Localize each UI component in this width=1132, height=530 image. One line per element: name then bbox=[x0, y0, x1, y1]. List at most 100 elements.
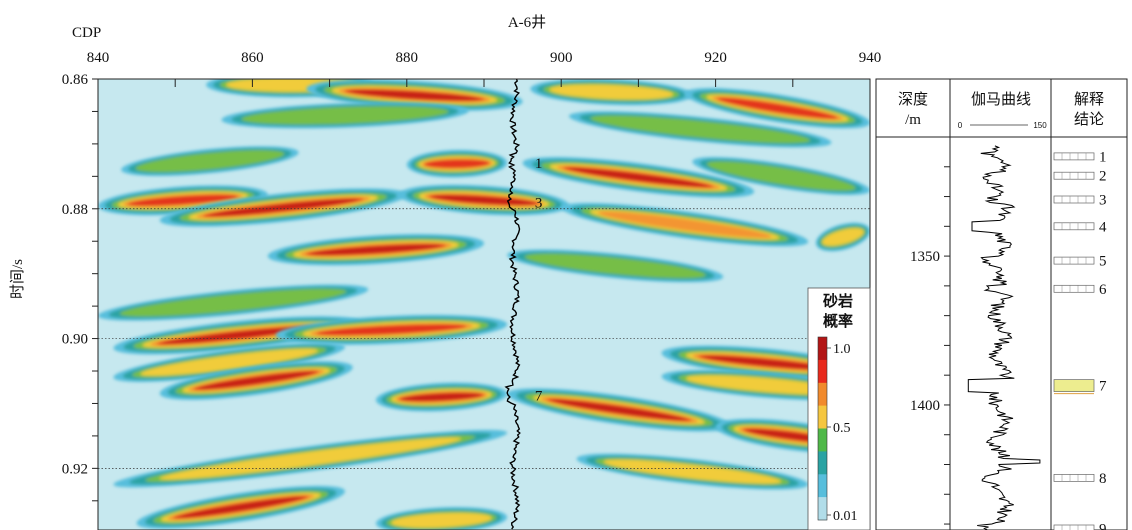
colorbar-swatch bbox=[818, 337, 827, 361]
layer-7-box bbox=[1053, 379, 1095, 392]
y-axis-ticks: 0.86 0.88 0.90 0.92 bbox=[62, 72, 98, 502]
colorbar-swatch bbox=[818, 451, 827, 475]
sand-band-contour bbox=[349, 90, 480, 101]
colorbar-scale bbox=[817, 336, 828, 521]
sand-band-19 bbox=[113, 316, 361, 355]
x-tick-label: 940 bbox=[859, 50, 882, 66]
colorbar-tick-label: 0.5 bbox=[833, 421, 851, 436]
gamma-scale-min: 0 bbox=[958, 121, 963, 130]
sand-band-10 bbox=[692, 157, 870, 195]
layer-8-label: 8 bbox=[1099, 471, 1107, 487]
layer-3-label: 3 bbox=[1099, 193, 1107, 209]
sand-band-contour bbox=[432, 195, 536, 205]
sand-band-4 bbox=[684, 87, 870, 129]
layer-5-box bbox=[1053, 256, 1095, 265]
layer-6-label: 6 bbox=[1099, 282, 1107, 298]
well-trace-line bbox=[504, 78, 521, 530]
colorbar-tick-labels: 1.0 0.5 0.01 bbox=[827, 342, 858, 524]
sand-band-contour bbox=[401, 393, 482, 401]
sand-band-contour bbox=[717, 97, 838, 119]
sand-band-contour bbox=[208, 199, 358, 216]
colorbar-tick-label: 0.01 bbox=[833, 509, 858, 524]
layer-9-label: 9 bbox=[1099, 522, 1107, 530]
sand-band-contour bbox=[706, 161, 856, 191]
well-log-panel: 深度 /m 伽马曲线 0 150 解释 结论 1350 1400 1 2 3 4 5 6 7 8… bbox=[875, 78, 1128, 530]
colorbar-swatch bbox=[818, 359, 827, 384]
colorbar-title-line2: 概率 bbox=[823, 312, 853, 330]
sand-band-6 bbox=[568, 111, 832, 148]
layer-9-box bbox=[1053, 524, 1095, 530]
sand-band-contour bbox=[603, 459, 782, 484]
sand-band-14 bbox=[561, 202, 809, 247]
layer-4-box bbox=[1053, 222, 1095, 231]
sandstone-probability-map bbox=[98, 79, 870, 530]
x-tick-label: 900 bbox=[550, 50, 573, 66]
sand-band-28 bbox=[113, 429, 508, 488]
sand-band-contour bbox=[685, 375, 846, 395]
layer-5-label: 5 bbox=[1099, 254, 1107, 270]
sand-band-contour bbox=[822, 228, 864, 246]
sand-band-contour bbox=[127, 194, 238, 206]
sand-band-7 bbox=[121, 146, 299, 176]
depth-header-line1: 深度 bbox=[898, 91, 928, 108]
sand-band-17 bbox=[815, 222, 870, 252]
layer-2-label: 2 bbox=[1099, 169, 1107, 185]
well-marker-3: 3 bbox=[535, 196, 543, 212]
x-tick-label: 860 bbox=[241, 50, 264, 66]
sand-band-contour bbox=[135, 150, 285, 173]
colorbar-swatch bbox=[818, 428, 827, 452]
colorbar-swatch bbox=[818, 497, 827, 521]
colorbar-legend: 砂岩 概率 1.0 0.5 0.01 bbox=[807, 287, 871, 530]
sand-band-2 bbox=[306, 79, 523, 111]
layer-8-box bbox=[1053, 474, 1095, 482]
colorbar-outline bbox=[817, 336, 828, 521]
gamma-curve bbox=[967, 145, 1041, 530]
x-tick-label: 880 bbox=[396, 50, 419, 66]
layer-7-label: 7 bbox=[1099, 379, 1107, 395]
sand-band-21 bbox=[113, 342, 346, 382]
sand-band-25 bbox=[375, 382, 508, 412]
layer-2-box bbox=[1053, 171, 1095, 180]
layer-4-label: 4 bbox=[1099, 219, 1107, 235]
conclusion-header-line2: 结论 bbox=[1074, 111, 1104, 128]
sand-band-contour bbox=[162, 326, 312, 344]
layer-1-box bbox=[1053, 152, 1095, 161]
depth-axis: 1350 1400 bbox=[910, 166, 950, 525]
sand-band-26 bbox=[507, 388, 732, 432]
sand-band-contour bbox=[551, 399, 687, 421]
sand-band-3 bbox=[530, 79, 693, 106]
gamma-header: 伽马曲线 bbox=[971, 91, 1031, 108]
sand-band-8 bbox=[406, 149, 508, 178]
sand-band-contour bbox=[597, 211, 772, 238]
x-axis-ticks: 840 860 880 900 920 940 bbox=[87, 50, 882, 87]
x-axis-label: CDP bbox=[72, 25, 101, 41]
depth-tick-label: 1400 bbox=[910, 398, 940, 414]
sand-band-contour bbox=[316, 324, 467, 336]
sand-band-31 bbox=[375, 507, 508, 530]
layer-1-label: 1 bbox=[1099, 149, 1107, 165]
sand-band-12 bbox=[159, 188, 407, 227]
sand-band-contour bbox=[524, 253, 706, 279]
sand-band-13 bbox=[399, 184, 569, 216]
well-marker-7: 7 bbox=[535, 388, 543, 404]
sand-band-contour bbox=[177, 497, 304, 518]
sand-band-16 bbox=[507, 249, 724, 283]
sand-band-5 bbox=[221, 102, 469, 129]
sand-band-15 bbox=[267, 234, 485, 266]
gamma-curve-line bbox=[967, 145, 1041, 530]
sand-band-30 bbox=[136, 485, 346, 529]
well-log-trace: 1 3 7 bbox=[504, 78, 543, 530]
colorbar-tick-label: 1.0 bbox=[833, 342, 851, 357]
y-tick-label: 0.92 bbox=[62, 461, 88, 477]
sand-band-contour bbox=[391, 512, 492, 528]
conclusion-header-line1: 解释 bbox=[1074, 91, 1104, 108]
sand-band-contour bbox=[424, 159, 490, 168]
gamma-scale-max: 150 bbox=[1033, 121, 1047, 130]
colorbar-swatch bbox=[818, 382, 827, 406]
sand-band-contour bbox=[159, 437, 462, 480]
depth-header-line2: /m bbox=[905, 112, 921, 128]
x-tick-label: 840 bbox=[87, 50, 110, 66]
layer-6-box bbox=[1053, 284, 1095, 293]
well-marker-1: 1 bbox=[535, 156, 543, 172]
